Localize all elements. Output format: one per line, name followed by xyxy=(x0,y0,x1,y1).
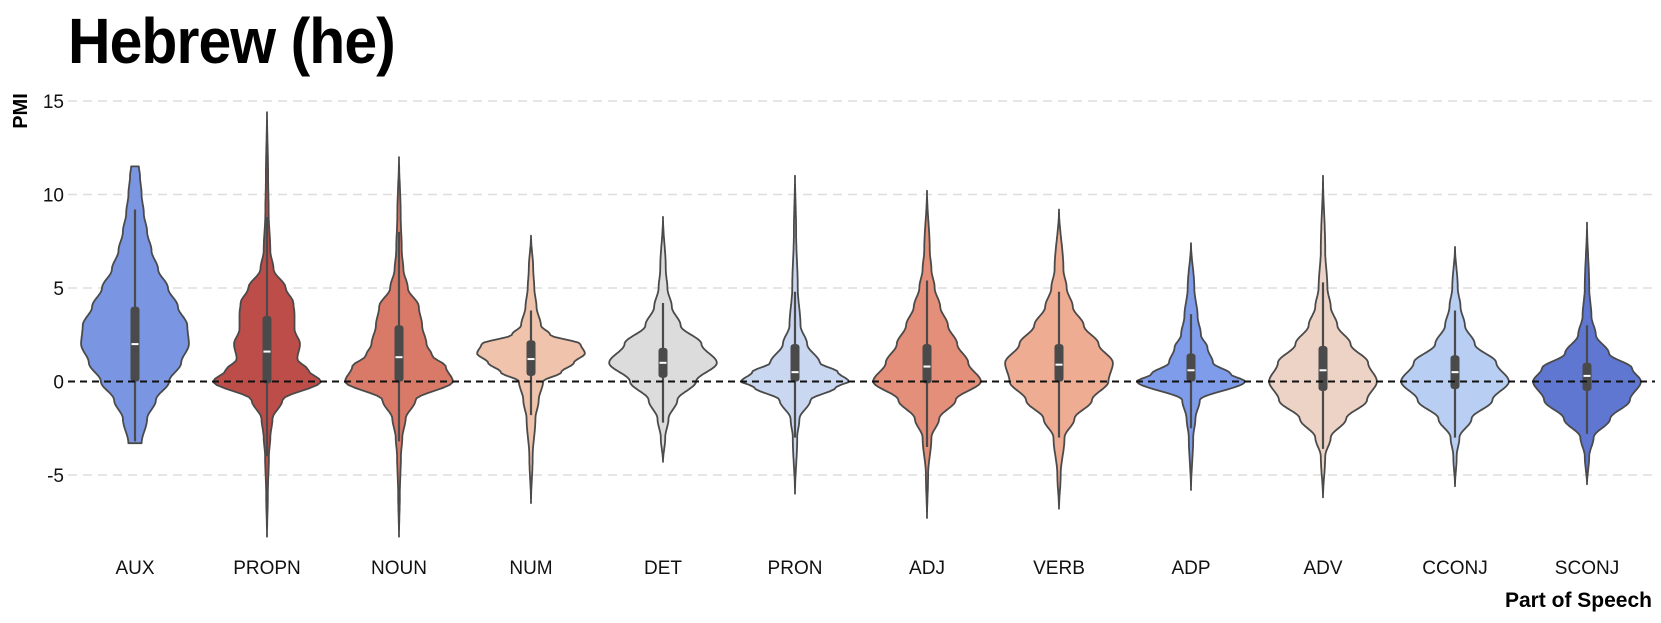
violin-sconj xyxy=(1532,221,1642,486)
violin-iqr-box xyxy=(922,344,932,384)
label-layer: -5 0 5 10 15 AUX PROPN NOUN NUM DET PRON ADJ VERB ADP… xyxy=(10,92,1652,612)
y-tick-label: 5 xyxy=(53,279,64,300)
violin-adj xyxy=(872,189,982,519)
y-tick-label: 10 xyxy=(43,186,64,207)
violin-iqr-box xyxy=(262,316,272,384)
y-tick-label: -5 xyxy=(47,466,64,487)
y-axis-label: PMI xyxy=(10,93,32,129)
violin-num xyxy=(476,234,586,504)
violin-layer xyxy=(80,111,1642,538)
chart-title: Hebrew (he) xyxy=(68,5,396,77)
y-tick-label: 15 xyxy=(43,92,64,113)
violin-iqr-box xyxy=(790,344,800,382)
violin-iqr-box xyxy=(1186,353,1196,382)
violin-aux xyxy=(80,165,190,445)
x-tick-label: SCONJ xyxy=(1555,558,1619,579)
violin-iqr-box xyxy=(1054,344,1064,382)
violin-pron xyxy=(740,174,850,495)
x-axis-label: Part of Speech xyxy=(1505,589,1652,612)
x-tick-label: DET xyxy=(644,558,682,579)
violin-noun xyxy=(344,156,454,538)
x-tick-label: ADV xyxy=(1303,558,1342,579)
x-tick-label: NOUN xyxy=(371,558,427,579)
x-tick-label: VERB xyxy=(1033,558,1085,579)
x-tick-label: CCONJ xyxy=(1422,558,1487,579)
violin-adv xyxy=(1268,174,1378,499)
x-tick-label: PROPN xyxy=(233,558,301,579)
x-tick-label: ADJ xyxy=(909,558,945,579)
x-tick-label: PRON xyxy=(768,558,823,579)
violin-det xyxy=(608,216,718,463)
violin-adp xyxy=(1136,242,1246,491)
violin-verb xyxy=(1004,208,1114,510)
violin-iqr-box xyxy=(1318,345,1328,391)
violin-propn xyxy=(212,111,322,538)
x-tick-label: ADP xyxy=(1171,558,1210,579)
y-tick-label: 0 xyxy=(53,373,64,394)
x-tick-label: AUX xyxy=(115,558,154,579)
violin-iqr-box xyxy=(394,325,404,382)
grid-layer xyxy=(68,100,1655,476)
violin-cconj xyxy=(1400,246,1510,488)
x-tick-label: NUM xyxy=(509,558,552,579)
